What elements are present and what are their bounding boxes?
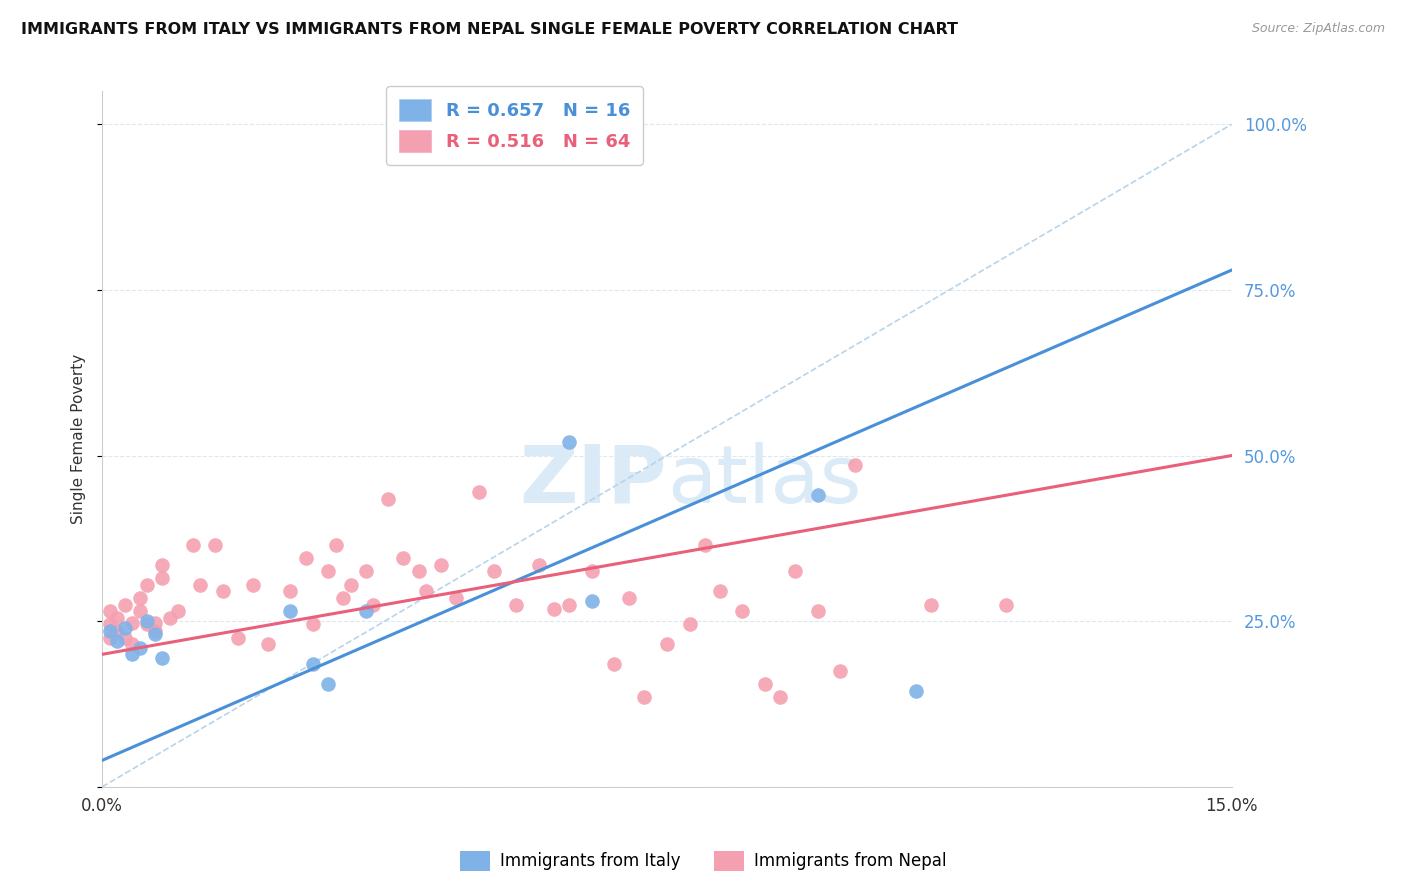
- Point: [152, 571, 174, 585]
- Y-axis label: Single Female Poverty: Single Female Poverty: [72, 354, 86, 524]
- Point: [408, 565, 430, 579]
- Point: [830, 664, 852, 678]
- Point: [392, 551, 415, 566]
- Point: [558, 598, 581, 612]
- Point: [316, 565, 339, 579]
- Point: [136, 614, 159, 628]
- Point: [143, 624, 166, 639]
- Point: [280, 584, 302, 599]
- Point: [294, 551, 316, 566]
- Point: [581, 594, 603, 608]
- Point: [121, 648, 143, 662]
- Point: [482, 565, 505, 579]
- Point: [188, 578, 211, 592]
- Point: [128, 604, 150, 618]
- Point: [143, 615, 166, 630]
- Point: [121, 637, 143, 651]
- Point: [226, 631, 249, 645]
- Point: [709, 584, 731, 599]
- Point: [204, 538, 226, 552]
- Point: [302, 657, 325, 672]
- Point: [558, 435, 581, 450]
- Point: [731, 604, 754, 618]
- Text: Source: ZipAtlas.com: Source: ZipAtlas.com: [1251, 22, 1385, 36]
- Point: [114, 631, 136, 645]
- Point: [363, 598, 385, 612]
- Point: [377, 491, 399, 506]
- Point: [505, 598, 527, 612]
- Text: ZIP: ZIP: [520, 442, 666, 520]
- Point: [844, 458, 866, 473]
- Point: [678, 617, 700, 632]
- Point: [143, 627, 166, 641]
- Point: [98, 604, 121, 618]
- Point: [325, 538, 347, 552]
- Point: [152, 650, 174, 665]
- Point: [105, 624, 128, 639]
- Point: [98, 624, 121, 639]
- Point: [904, 683, 927, 698]
- Point: [114, 621, 136, 635]
- Point: [152, 558, 174, 572]
- Point: [121, 615, 143, 630]
- Point: [280, 604, 302, 618]
- Point: [128, 640, 150, 655]
- Point: [136, 617, 159, 632]
- Point: [128, 591, 150, 605]
- Point: [655, 637, 678, 651]
- Point: [302, 617, 325, 632]
- Point: [994, 598, 1017, 612]
- Point: [316, 677, 339, 691]
- Point: [603, 657, 626, 672]
- Point: [354, 565, 377, 579]
- Point: [468, 485, 491, 500]
- Point: [754, 677, 776, 691]
- Point: [339, 578, 361, 592]
- Point: [211, 584, 233, 599]
- Point: [98, 631, 121, 645]
- Point: [159, 611, 181, 625]
- Point: [783, 565, 806, 579]
- Legend: Immigrants from Italy, Immigrants from Nepal: Immigrants from Italy, Immigrants from N…: [451, 842, 955, 880]
- Point: [354, 604, 377, 618]
- Point: [415, 584, 437, 599]
- Point: [581, 565, 603, 579]
- Point: [242, 578, 264, 592]
- Legend: R = 0.657   N = 16, R = 0.516   N = 64: R = 0.657 N = 16, R = 0.516 N = 64: [387, 87, 643, 164]
- Text: IMMIGRANTS FROM ITALY VS IMMIGRANTS FROM NEPAL SINGLE FEMALE POVERTY CORRELATION: IMMIGRANTS FROM ITALY VS IMMIGRANTS FROM…: [21, 22, 957, 37]
- Point: [619, 591, 641, 605]
- Point: [430, 558, 453, 572]
- Point: [98, 617, 121, 632]
- Point: [114, 598, 136, 612]
- Point: [807, 488, 830, 502]
- Point: [633, 690, 655, 705]
- Point: [769, 690, 792, 705]
- Text: atlas: atlas: [666, 442, 862, 520]
- Point: [444, 591, 467, 605]
- Point: [543, 602, 565, 616]
- Point: [105, 611, 128, 625]
- Point: [181, 538, 204, 552]
- Point: [920, 598, 942, 612]
- Point: [693, 538, 716, 552]
- Point: [257, 637, 280, 651]
- Point: [527, 558, 550, 572]
- Point: [136, 578, 159, 592]
- Point: [807, 604, 830, 618]
- Point: [166, 604, 188, 618]
- Point: [332, 591, 354, 605]
- Point: [105, 634, 128, 648]
